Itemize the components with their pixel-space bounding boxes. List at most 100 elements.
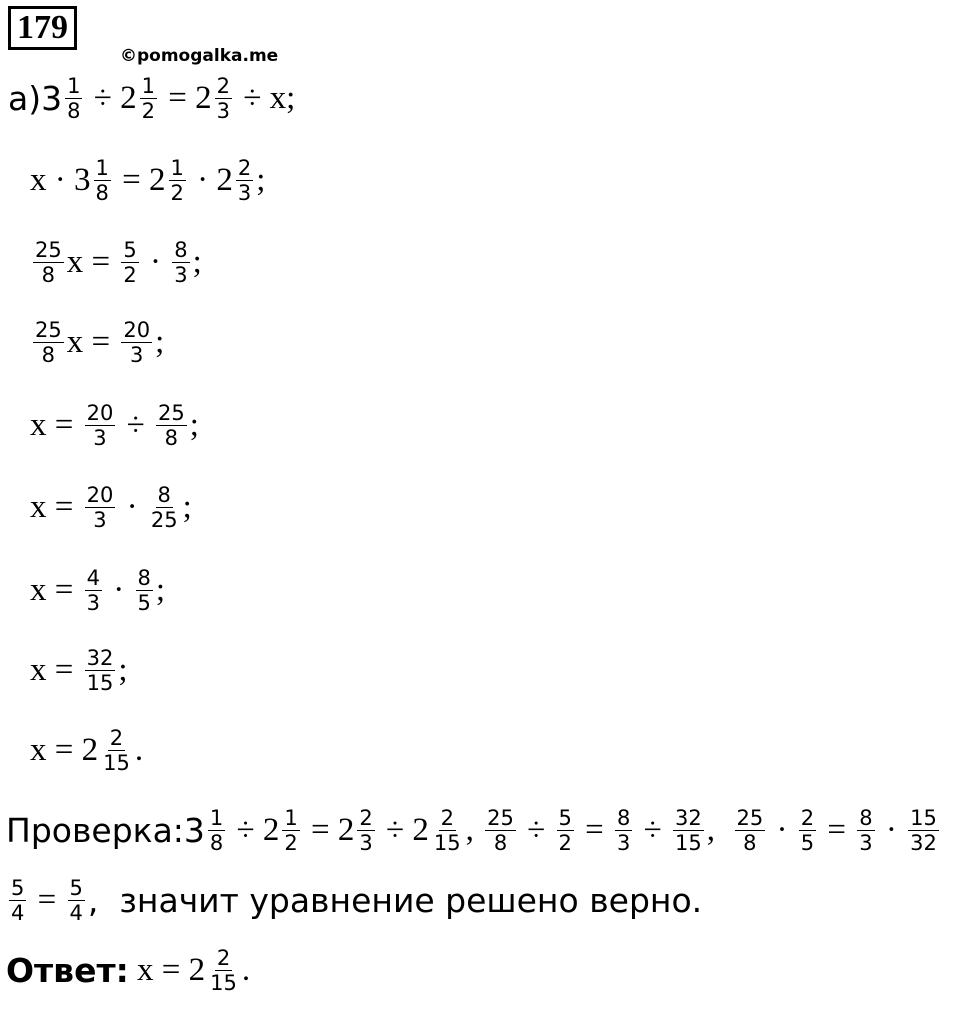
problem-number: 179 (8, 6, 77, 50)
math-text: · (141, 243, 170, 280)
numerator: 2 (214, 945, 233, 971)
denominator: 2 (170, 180, 184, 205)
fraction: 2 15 (432, 806, 463, 855)
numerator: 2 (214, 73, 232, 99)
math-text: x · 3 (30, 161, 91, 198)
math-text: x = (30, 406, 82, 443)
denominator: 2 (284, 830, 298, 855)
numerator: 8 (172, 237, 190, 263)
math-text: ; (256, 161, 266, 198)
math-text: ; (155, 571, 166, 608)
math-text: = 2 (113, 161, 166, 198)
fraction: 20 3 (84, 401, 116, 450)
numerator: 1 (65, 73, 83, 99)
numerator: 20 (121, 317, 153, 343)
math-text: x = (30, 488, 82, 525)
math-text: x = 2 (30, 731, 99, 768)
denominator: 4 (69, 900, 83, 925)
denominator: 15 (675, 830, 702, 855)
answer-label: Ответ: (6, 950, 129, 990)
math-text: · (105, 571, 133, 608)
watermark: ©pomogalka.me (120, 46, 279, 66)
math-text: ÷ 2 (85, 79, 137, 116)
denominator: 3 (359, 830, 373, 855)
numerator: 25 (33, 237, 64, 263)
math-text: = 2 (159, 79, 212, 116)
denominator: 2 (558, 830, 572, 855)
fraction: 25 8 (33, 318, 64, 367)
math-text: , значит уравнение решено верно. (87, 880, 703, 920)
math-text: · (877, 811, 906, 848)
math-text: а)3 (8, 78, 63, 118)
math-text: ÷ (118, 406, 153, 443)
numerator: 8 (135, 565, 153, 591)
numerator: 32 (84, 645, 116, 671)
denominator: 3 (859, 830, 873, 855)
math-line: x = 32 15; (30, 630, 128, 710)
math-text: x = 2 (128, 951, 206, 988)
numerator: 2 (107, 725, 126, 751)
numerator: 8 (615, 805, 633, 831)
math-text: = (576, 811, 613, 848)
denominator: 3 (216, 98, 230, 123)
fraction: 8 25 (149, 483, 180, 532)
denominator: 15 (433, 830, 461, 855)
numerator: 1 (93, 155, 111, 181)
denominator: 15 (210, 970, 237, 995)
fraction: 25 8 (485, 806, 516, 855)
denominator: 5 (137, 590, 151, 615)
denominator: 3 (174, 262, 188, 287)
denominator: 8 (67, 98, 81, 123)
denominator: 15 (103, 750, 130, 775)
denominator: 3 (237, 180, 252, 205)
math-text: ÷ 2 (377, 811, 429, 848)
fraction: 25 8 (33, 238, 64, 287)
numerator: 8 (857, 805, 875, 831)
numerator: 20 (84, 482, 116, 508)
numerator: 8 (155, 482, 173, 508)
math-text: ; (192, 243, 202, 280)
math-text: x = (30, 651, 82, 688)
math-text: . (134, 731, 144, 768)
denominator: 3 (617, 830, 631, 855)
fraction: 25 8 (155, 400, 187, 450)
fraction: 20 3 (84, 482, 116, 532)
denominator: 8 (95, 180, 109, 205)
fraction: 2 15 (208, 946, 239, 995)
math-text: = (819, 811, 855, 848)
denominator: 3 (86, 590, 100, 615)
math-text: ; (155, 323, 165, 360)
numerator: 25 (155, 400, 187, 426)
numerator: 5 (556, 805, 574, 831)
denominator: 25 (150, 507, 178, 532)
answer-line: Ответ: x = 2 2 15. (6, 930, 250, 1010)
numerator: 15 (908, 805, 939, 831)
denominator: 3 (93, 425, 107, 450)
denominator: 3 (130, 342, 144, 367)
numerator: 2 (438, 805, 456, 831)
denominator: 15 (86, 670, 114, 695)
numerator: 5 (9, 875, 27, 901)
math-text: · 2 (188, 161, 233, 198)
math-text: = (29, 881, 65, 918)
denominator: 8 (164, 425, 179, 450)
numerator: 4 (84, 565, 102, 591)
fraction: 15 32 (908, 806, 939, 855)
